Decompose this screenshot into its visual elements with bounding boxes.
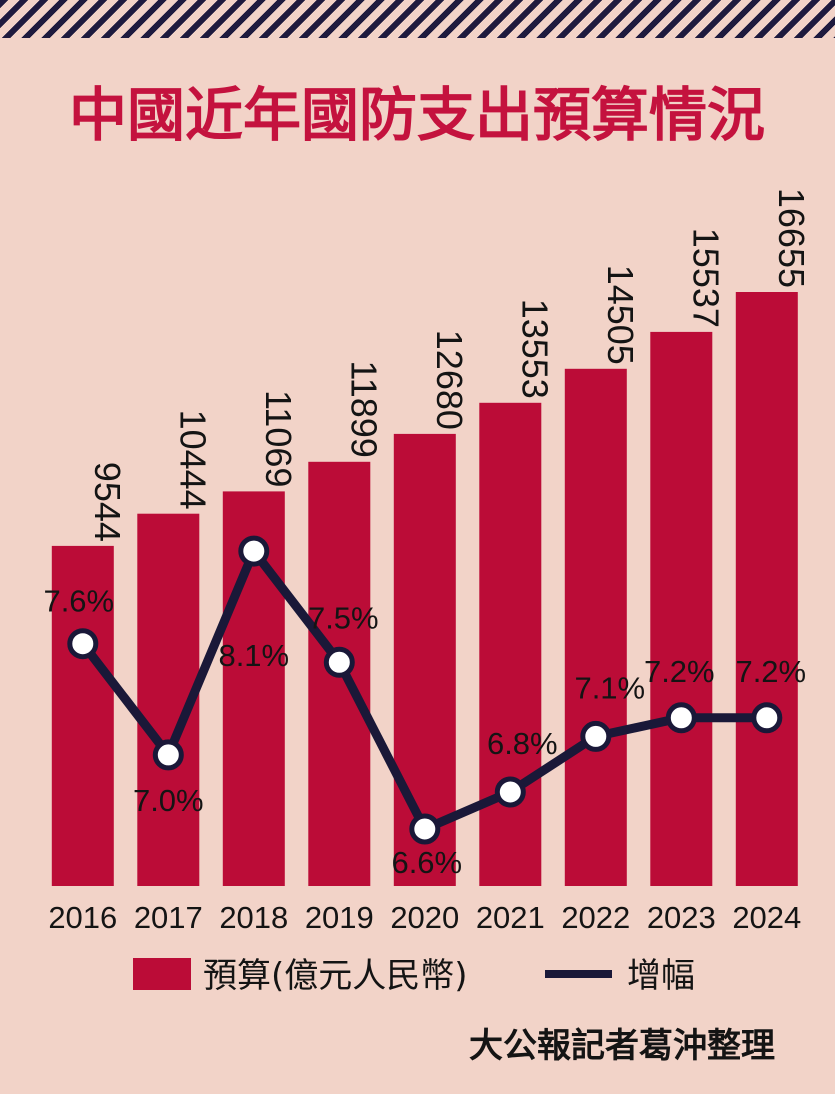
growth-point-2023 <box>665 702 697 734</box>
growth-point-2019 <box>323 646 355 678</box>
growth-label-2021: 6.8% <box>487 726 558 761</box>
growth-label-2024: 7.2% <box>735 654 806 689</box>
growth-point-2018 <box>238 535 270 567</box>
growth-label-2017: 7.0% <box>133 783 204 818</box>
growth-point-2021 <box>494 776 526 808</box>
bar-2022 <box>564 368 627 886</box>
x-tick-label-2021: 2021 <box>476 900 545 935</box>
growth-label-2016: 7.6% <box>43 584 114 619</box>
legend-swatch-budget <box>133 958 191 990</box>
legend-label-budget: 預算(億元人民幣) <box>203 956 468 996</box>
source-credit: 大公報記者葛沖整理 <box>469 1026 775 1066</box>
x-tick-label-2019: 2019 <box>305 900 374 935</box>
growth-label-2022: 7.1% <box>574 670 645 705</box>
x-tick-label-2017: 2017 <box>134 900 203 935</box>
growth-line-layer <box>67 535 783 845</box>
bar-value-label-2016: 9544 <box>87 462 128 542</box>
bar-value-label-2017: 10444 <box>172 410 213 510</box>
x-tick-label-2023: 2023 <box>647 900 716 935</box>
bar-2020 <box>393 433 456 886</box>
x-tick-label-2020: 2020 <box>390 900 459 935</box>
bar-value-label-2024: 16655 <box>771 188 812 288</box>
bar-2021 <box>479 402 542 886</box>
growth-point-2020 <box>409 813 441 845</box>
bar-2023 <box>650 331 713 886</box>
growth-point-2024 <box>751 702 783 734</box>
growth-point-2016 <box>67 628 99 660</box>
bar-value-label-2020: 12680 <box>429 330 470 430</box>
growth-label-2018: 8.1% <box>218 638 289 673</box>
bar-value-label-2018: 11069 <box>258 390 299 487</box>
legend-label-growth: 增幅 <box>627 956 695 996</box>
bar-value-label-2021: 13553 <box>514 299 555 399</box>
growth-point-2017 <box>152 739 184 771</box>
bar-2016 <box>51 545 114 886</box>
chart-title: 中國近年國防支出預算情況 <box>69 81 765 149</box>
x-tick-label-2016: 2016 <box>48 900 117 935</box>
growth-point-2022 <box>580 720 612 752</box>
x-tick-label-2024: 2024 <box>732 900 801 935</box>
growth-label-2023: 7.2% <box>644 654 715 689</box>
x-tick-label-2018: 2018 <box>219 900 288 935</box>
labels-layer: 9544 2016 10444 2017 11069 2018 11899 2019 12680… <box>43 188 811 935</box>
growth-label-2020: 6.6% <box>391 845 462 880</box>
decorative-stripe-band <box>0 0 835 38</box>
bar-value-label-2019: 11899 <box>343 360 384 457</box>
x-tick-label-2022: 2022 <box>561 900 630 935</box>
bar-value-label-2022: 14505 <box>600 265 641 365</box>
legend: 預算(億元人民幣) 增幅 <box>133 956 695 996</box>
growth-label-2019: 7.5% <box>308 600 379 635</box>
bar-value-label-2023: 15537 <box>685 228 726 328</box>
bar-2024 <box>735 292 798 886</box>
